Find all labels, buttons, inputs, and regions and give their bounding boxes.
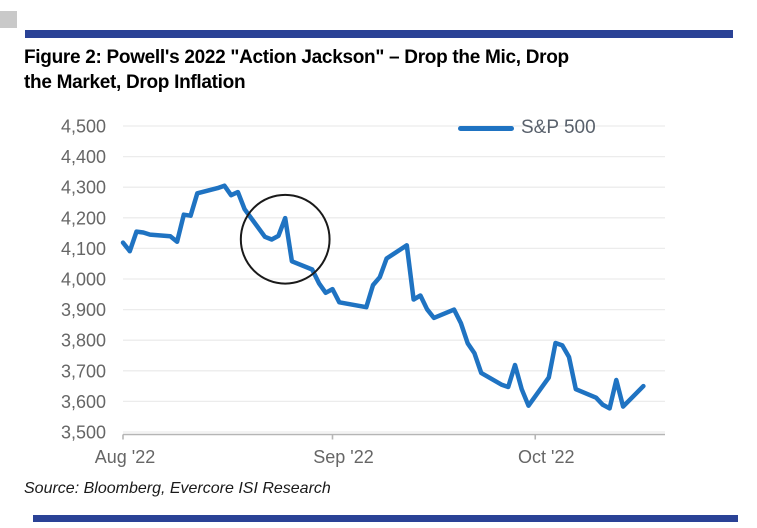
y-axis-tick-label: 3,500	[61, 423, 106, 443]
legend-label: S&P 500	[521, 117, 596, 138]
source-note: Source: Bloomberg, Evercore ISI Research	[24, 480, 331, 497]
y-axis-tick-label: 3,600	[61, 392, 106, 412]
legend: S&P 500	[458, 117, 596, 139]
y-axis-tick-label: 4,200	[61, 208, 106, 228]
x-axis-tick-label: Oct '22	[518, 447, 574, 467]
jackson-hole-circle-annotation	[239, 193, 331, 285]
scan-artifact	[0, 11, 17, 28]
y-axis-tick-label: 4,000	[61, 270, 106, 290]
sp500-line-series	[120, 183, 646, 411]
y-axis-tick-label: 3,700	[61, 361, 106, 381]
figure-title-line2: the Market, Drop Inflation	[24, 72, 246, 93]
y-axis-tick-label: 4,300	[61, 178, 106, 198]
top-rule	[25, 30, 733, 38]
y-axis-tick-label: 3,800	[61, 331, 106, 351]
x-axis-tick-label: Aug '22	[95, 447, 156, 467]
y-axis-tick-label: 4,500	[61, 117, 106, 137]
legend-line-swatch	[458, 125, 514, 131]
x-axis-tick-label: Sep '22	[313, 447, 374, 467]
figure-title-line1: Figure 2: Powell's 2022 "Action Jackson"…	[24, 47, 569, 68]
bottom-rule	[33, 515, 738, 522]
y-axis-tick-label: 3,900	[61, 300, 106, 320]
figure-title: Figure 2: Powell's 2022 "Action Jackson"…	[24, 45, 604, 95]
y-axis-tick-label: 4,400	[61, 147, 106, 167]
y-axis-tick-label: 4,100	[61, 239, 106, 259]
